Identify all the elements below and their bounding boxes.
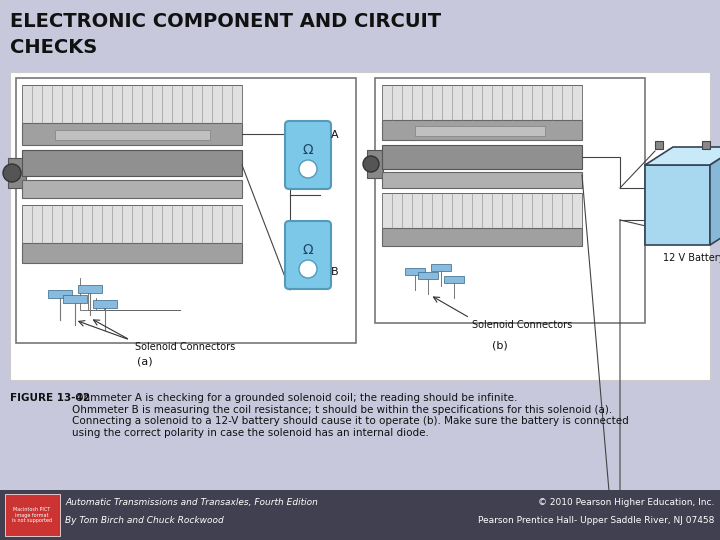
Bar bbox=[22, 123, 242, 145]
Bar bbox=[382, 145, 582, 169]
Circle shape bbox=[299, 260, 317, 278]
Bar bbox=[375, 78, 645, 323]
Bar bbox=[63, 295, 87, 303]
Bar bbox=[5, 494, 60, 536]
Bar bbox=[382, 85, 582, 120]
Bar bbox=[418, 272, 438, 279]
Text: (b): (b) bbox=[492, 340, 508, 350]
Text: B: B bbox=[331, 267, 338, 277]
Bar bbox=[55, 130, 210, 140]
Bar bbox=[702, 141, 710, 149]
Bar bbox=[22, 205, 242, 243]
Bar bbox=[10, 72, 710, 380]
Bar bbox=[48, 290, 72, 298]
Bar bbox=[16, 78, 356, 343]
Circle shape bbox=[363, 156, 379, 172]
Text: © 2010 Pearson Higher Education, Inc.: © 2010 Pearson Higher Education, Inc. bbox=[538, 498, 714, 507]
Bar bbox=[0, 490, 720, 540]
Bar bbox=[367, 150, 383, 178]
Bar bbox=[382, 193, 582, 228]
Circle shape bbox=[299, 160, 317, 178]
Bar bbox=[22, 180, 242, 198]
Text: FIGURE 13-42: FIGURE 13-42 bbox=[10, 393, 90, 403]
Bar bbox=[645, 165, 710, 245]
Text: Ohmmeter A is checking for a grounded solenoid coil; the reading should be infin: Ohmmeter A is checking for a grounded so… bbox=[72, 393, 629, 438]
Bar bbox=[444, 276, 464, 283]
Text: Ω: Ω bbox=[302, 243, 313, 257]
Bar bbox=[22, 243, 242, 263]
Polygon shape bbox=[645, 147, 720, 165]
Bar bbox=[415, 126, 545, 136]
Polygon shape bbox=[710, 147, 720, 245]
Text: (a): (a) bbox=[138, 356, 153, 366]
Text: Automatic Transmissions and Transaxles, Fourth Edition: Automatic Transmissions and Transaxles, … bbox=[65, 498, 318, 507]
Text: CHECKS: CHECKS bbox=[10, 38, 97, 57]
Text: Pearson Prentice Hall- Upper Saddle River, NJ 07458: Pearson Prentice Hall- Upper Saddle Rive… bbox=[477, 516, 714, 525]
Text: ELECTRONIC COMPONENT AND CIRCUIT: ELECTRONIC COMPONENT AND CIRCUIT bbox=[10, 12, 441, 31]
Bar bbox=[655, 141, 663, 149]
Bar bbox=[22, 85, 242, 123]
Text: Ω: Ω bbox=[302, 143, 313, 157]
Circle shape bbox=[3, 164, 21, 182]
FancyBboxPatch shape bbox=[285, 121, 331, 189]
Bar bbox=[382, 172, 582, 188]
Text: 12 V Battery: 12 V Battery bbox=[662, 253, 720, 263]
Bar bbox=[405, 268, 425, 275]
Bar bbox=[78, 285, 102, 293]
FancyBboxPatch shape bbox=[285, 221, 331, 289]
Bar bbox=[382, 120, 582, 140]
Bar bbox=[8, 158, 26, 188]
Text: Solenoid Connectors: Solenoid Connectors bbox=[135, 342, 235, 352]
Bar bbox=[431, 264, 451, 271]
Text: Macintosh PICT
image format
is not supported: Macintosh PICT image format is not suppo… bbox=[12, 507, 52, 523]
Text: Solenoid Connectors: Solenoid Connectors bbox=[472, 320, 572, 330]
Bar bbox=[22, 150, 242, 176]
Bar bbox=[382, 228, 582, 246]
Text: By Tom Birch and Chuck Rockwood: By Tom Birch and Chuck Rockwood bbox=[65, 516, 224, 525]
Text: A: A bbox=[331, 130, 338, 140]
Bar bbox=[93, 300, 117, 308]
